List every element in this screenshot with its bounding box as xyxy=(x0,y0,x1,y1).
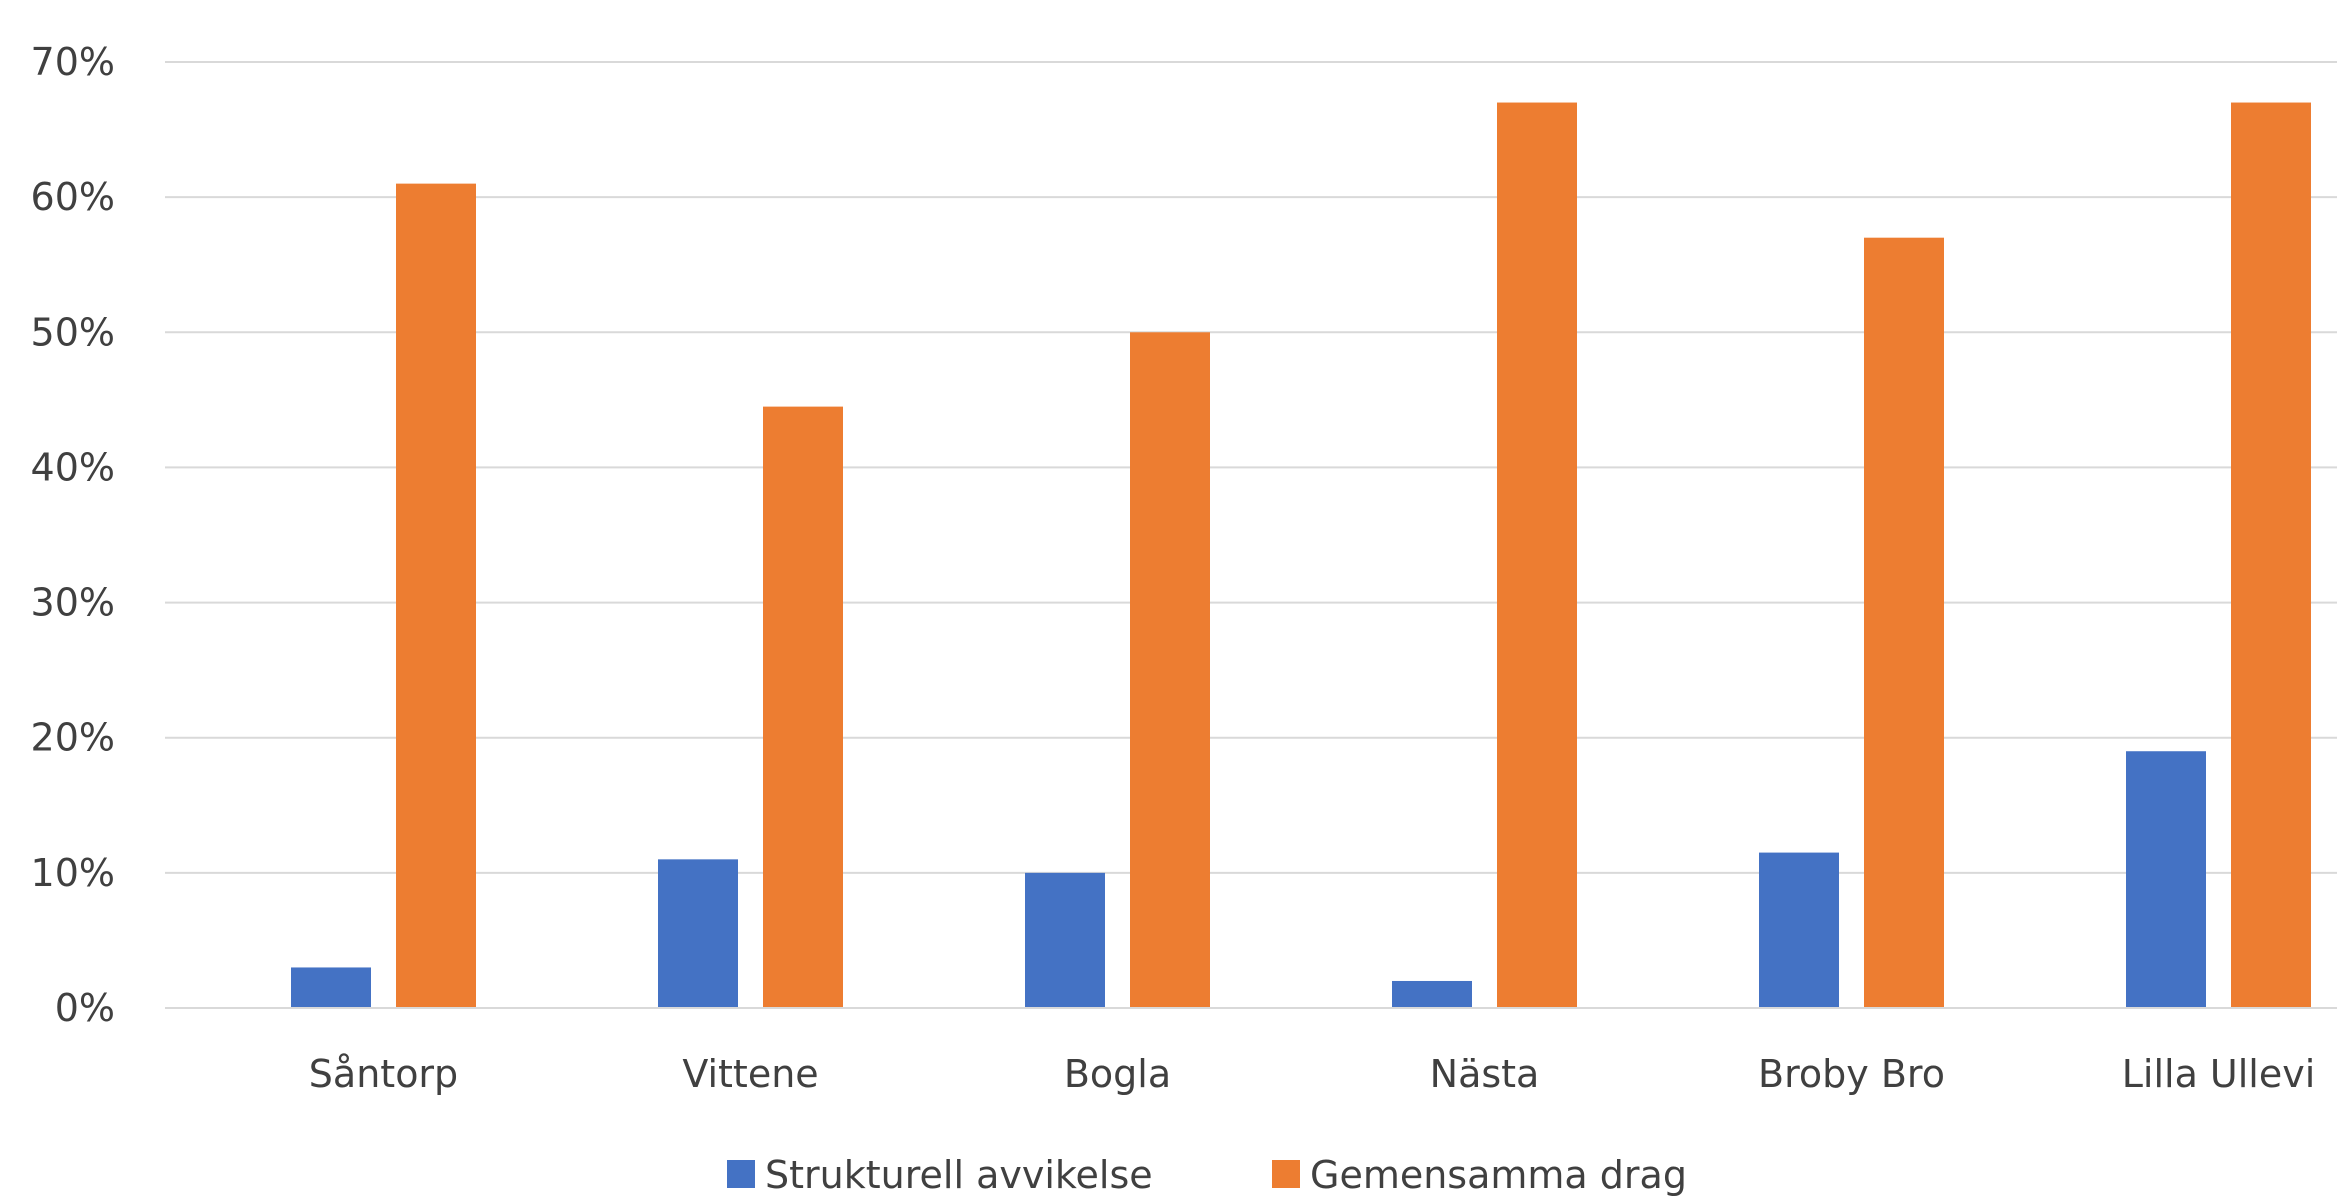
legend-swatch xyxy=(727,1160,755,1188)
y-tick-label: 0% xyxy=(55,986,115,1030)
x-tick-label: Lilla Ullevi xyxy=(2122,1052,2316,1096)
y-axis-tick-labels: 0% 10% 20% 30% 40% 50% 60% 70% xyxy=(31,40,115,1030)
x-tick-label: Broby Bro xyxy=(1758,1052,1945,1096)
y-tick-label: 50% xyxy=(31,310,115,354)
legend-swatch xyxy=(1272,1160,1300,1188)
bar-gemensamma-drag xyxy=(396,183,476,1009)
bar-strukturell-avvikelse xyxy=(1025,872,1105,1008)
x-tick-label: Vittene xyxy=(682,1052,818,1096)
bar-gemensamma-drag xyxy=(1497,102,1577,1009)
y-tick-label: 40% xyxy=(31,445,115,489)
y-tick-label: 60% xyxy=(31,175,115,219)
legend-label: Strukturell avvikelse xyxy=(765,1153,1153,1197)
x-tick-label: Nästa xyxy=(1430,1052,1540,1096)
bar-strukturell-avvikelse xyxy=(2126,751,2206,1008)
bar-gemensamma-drag xyxy=(1130,332,1210,1008)
legend: Strukturell avvikelse Gemensamma drag xyxy=(727,1153,1687,1197)
bar-gemensamma-drag xyxy=(763,406,843,1009)
bar-strukturell-avvikelse xyxy=(1392,980,1472,1008)
gridlines xyxy=(165,61,2337,874)
bar-strukturell-avvikelse xyxy=(291,967,371,1008)
bar-gemensamma-drag xyxy=(2231,102,2311,1009)
bar-strukturell-avvikelse xyxy=(658,859,738,1008)
y-tick-label: 20% xyxy=(31,716,115,760)
y-tick-label: 70% xyxy=(31,40,115,84)
legend-label: Gemensamma drag xyxy=(1310,1153,1687,1197)
x-axis-tick-labels: Såntorp Vittene Bogla Nästa Broby Bro Lilla U… xyxy=(309,1052,2315,1096)
x-tick-label: Bogla xyxy=(1064,1052,1171,1096)
y-tick-label: 30% xyxy=(31,581,115,625)
y-tick-label: 10% xyxy=(31,851,115,895)
bar-gemensamma-drag xyxy=(1864,237,1944,1008)
x-tick-label: Såntorp xyxy=(309,1052,458,1096)
bar-strukturell-avvikelse xyxy=(1759,852,1839,1008)
bars xyxy=(291,102,2311,1009)
